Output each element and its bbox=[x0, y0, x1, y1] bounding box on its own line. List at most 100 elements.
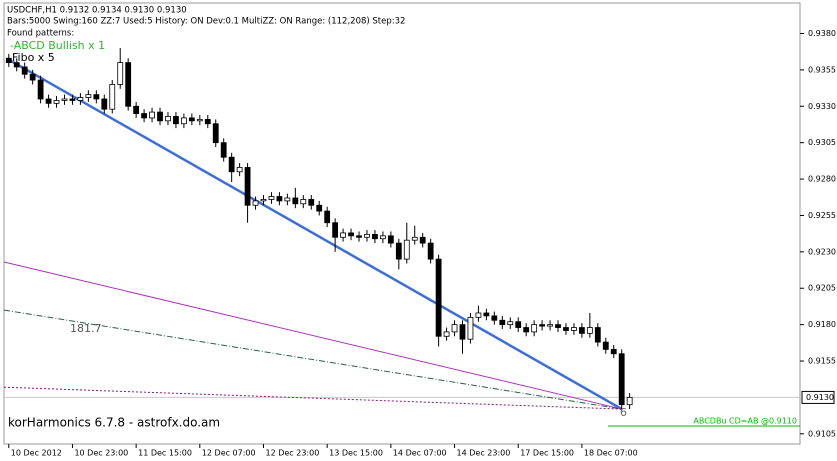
candle-body bbox=[109, 84, 116, 110]
candle-body bbox=[531, 324, 538, 333]
candle-body bbox=[252, 200, 259, 206]
candle-body bbox=[13, 62, 20, 68]
candle-body bbox=[204, 118, 211, 125]
candle-body bbox=[451, 324, 458, 333]
candle-body bbox=[45, 98, 52, 104]
candle-body bbox=[29, 73, 36, 81]
candle-body bbox=[228, 156, 235, 173]
candle-body bbox=[173, 116, 179, 125]
candle-body bbox=[196, 118, 203, 122]
x-tick-label: 12 Dec 07:00 bbox=[202, 449, 256, 458]
trend-line bbox=[3, 261, 622, 410]
candle-body bbox=[244, 167, 251, 206]
found-label: Found patterns: bbox=[7, 29, 74, 39]
candle-body bbox=[419, 236, 426, 244]
x-tick-label: 17 Dec 15:00 bbox=[520, 449, 574, 458]
candle-body bbox=[117, 62, 124, 85]
candle-body bbox=[101, 98, 108, 110]
target-label: ABCDBu CD=AB @0.9110 bbox=[693, 417, 797, 426]
candle-body bbox=[523, 327, 530, 333]
candle-body bbox=[85, 94, 92, 98]
y-tick-label: 0.9180 bbox=[808, 320, 836, 329]
candle-body bbox=[483, 312, 490, 317]
candle-body bbox=[602, 341, 609, 350]
trend-line bbox=[8, 58, 623, 411]
candle-body bbox=[236, 167, 243, 173]
trend-line bbox=[3, 309, 622, 410]
candle-body bbox=[610, 348, 617, 355]
y-tick-label: 0.9305 bbox=[808, 138, 836, 147]
candle-body bbox=[165, 116, 171, 122]
candle-body bbox=[188, 117, 195, 122]
y-tick-label: 0.9355 bbox=[808, 65, 836, 74]
pattern: -ABCD Bullish x 1 bbox=[10, 39, 105, 52]
candle-body bbox=[77, 97, 84, 101]
y-tick-label: 0.9155 bbox=[808, 357, 836, 366]
candle-body bbox=[93, 94, 100, 100]
x-tick-label: 14 Dec 23:00 bbox=[457, 449, 511, 458]
candle-body bbox=[5, 57, 12, 63]
current-price-label: 0.9130 bbox=[806, 393, 834, 402]
candle-body bbox=[260, 199, 267, 202]
candle-body bbox=[547, 324, 553, 327]
candle-body bbox=[626, 397, 633, 406]
candle-body bbox=[594, 327, 601, 343]
candle-body bbox=[364, 233, 370, 238]
candle-body bbox=[403, 239, 410, 260]
candle-body bbox=[212, 123, 219, 144]
y-tick-label: 0.9380 bbox=[808, 29, 836, 38]
header: USDCHF,H1 0.9132 0.9134 0.9130 0.9130 bbox=[7, 6, 187, 16]
candle-body bbox=[515, 321, 522, 328]
candle-body bbox=[61, 98, 68, 101]
candle-body bbox=[276, 196, 283, 202]
candle-body bbox=[387, 235, 394, 244]
candle-body bbox=[459, 324, 466, 340]
candle-body bbox=[427, 242, 434, 260]
candle-body bbox=[340, 232, 346, 238]
candle-body bbox=[37, 79, 44, 100]
candle-body bbox=[141, 113, 147, 119]
candle-body bbox=[308, 199, 315, 206]
y-tick-label: 0.9105 bbox=[808, 429, 836, 438]
x-tick-label: 10 Dec 23:00 bbox=[74, 449, 128, 458]
candle-body bbox=[499, 319, 506, 326]
y-tick-label: 0.9230 bbox=[808, 247, 836, 256]
candle-body bbox=[539, 324, 545, 327]
x-tick-label: 18 Dec 07:00 bbox=[584, 449, 638, 458]
candle-body bbox=[586, 327, 593, 334]
candle-body bbox=[300, 199, 307, 205]
candle-body bbox=[467, 316, 474, 340]
candle-body bbox=[125, 62, 132, 107]
candle-body bbox=[395, 242, 402, 260]
candle-body bbox=[157, 111, 163, 122]
candle-body bbox=[69, 98, 76, 101]
candle-body bbox=[180, 117, 187, 125]
candle-body bbox=[379, 235, 386, 240]
x-tick-label: 14 Dec 07:00 bbox=[393, 449, 447, 458]
candle-body bbox=[555, 324, 561, 328]
candle-body bbox=[563, 327, 569, 331]
candle-body bbox=[292, 197, 299, 205]
x-tick-label: 13 Dec 15:00 bbox=[329, 449, 383, 458]
candle-body bbox=[220, 142, 227, 158]
candle-body bbox=[268, 196, 275, 200]
candle-body bbox=[411, 236, 418, 241]
candle-body bbox=[507, 321, 514, 326]
y-tick-label: 0.9280 bbox=[808, 175, 836, 184]
x-tick-label: 12 Dec 23:00 bbox=[265, 449, 319, 458]
candle-body bbox=[53, 100, 60, 104]
candle-body bbox=[316, 204, 323, 212]
candle-body bbox=[21, 66, 28, 75]
candle-body bbox=[149, 111, 155, 119]
candle-body bbox=[324, 210, 331, 224]
y-tick-label: 0.9330 bbox=[808, 102, 836, 111]
candle-body bbox=[284, 197, 291, 202]
x-tick-label: 11 Dec 15:00 bbox=[138, 449, 192, 458]
y-tick-label: 0.9255 bbox=[808, 211, 836, 220]
trend-line bbox=[3, 386, 622, 410]
candle-body bbox=[443, 331, 450, 337]
candle-body bbox=[571, 327, 577, 331]
candle-body bbox=[618, 353, 625, 406]
candle-body bbox=[356, 235, 362, 238]
